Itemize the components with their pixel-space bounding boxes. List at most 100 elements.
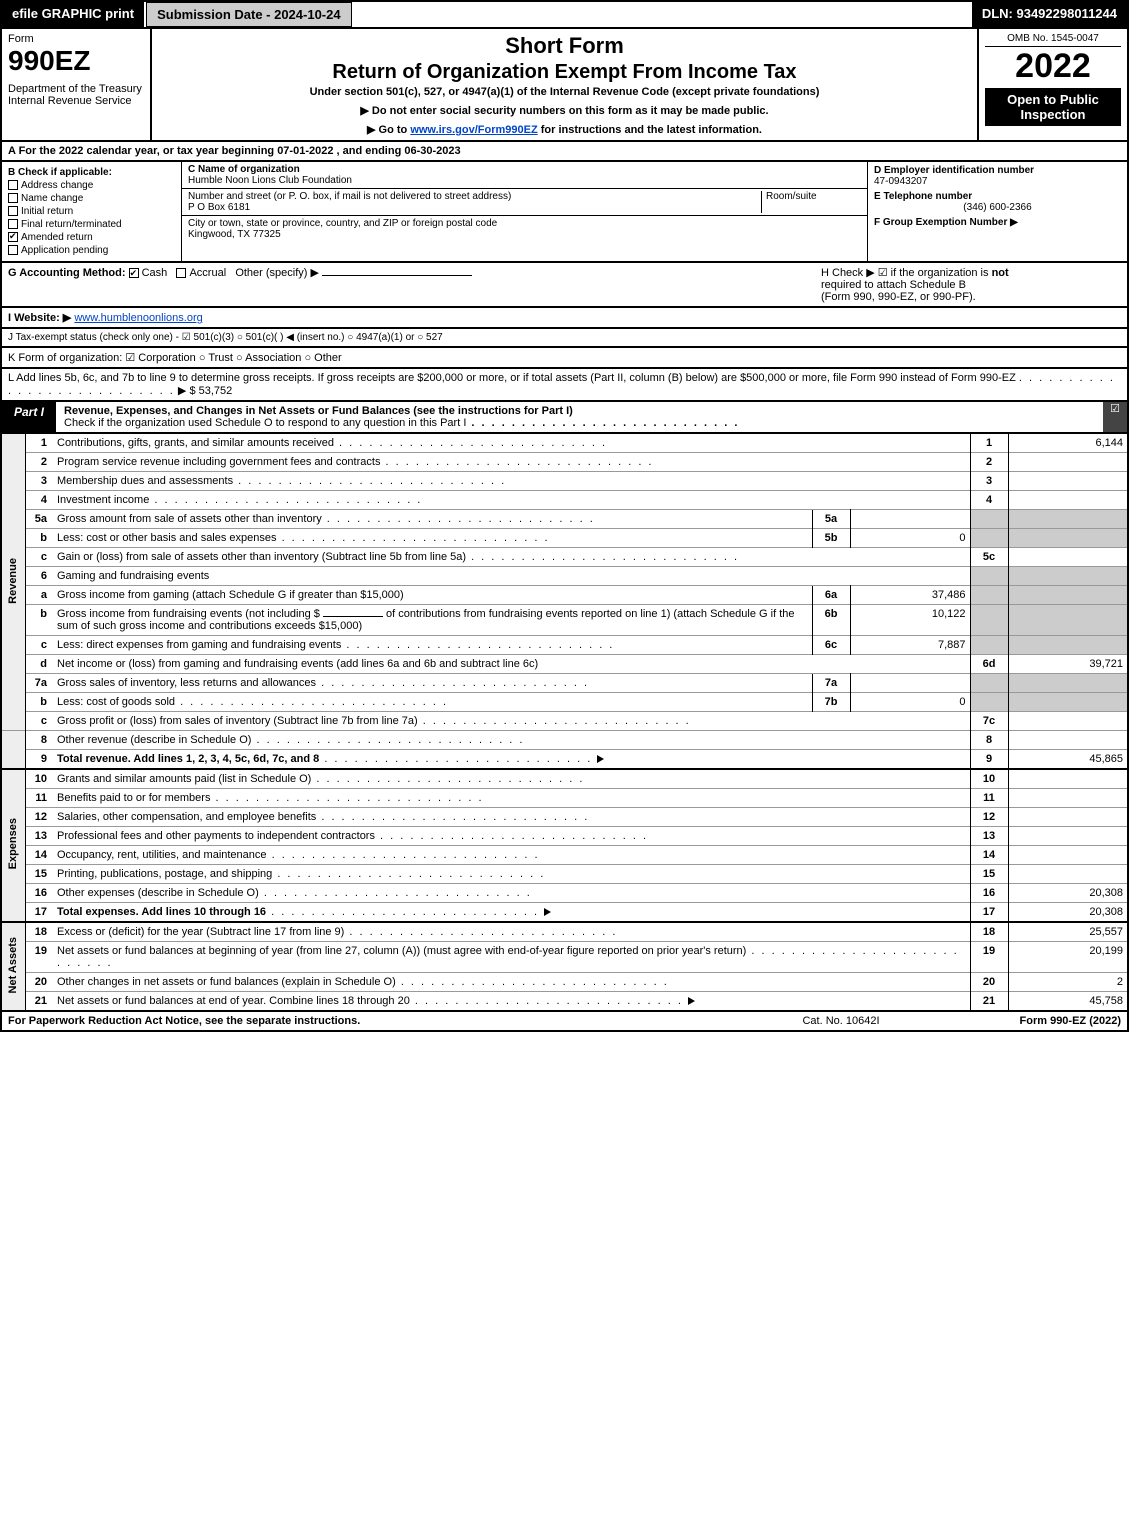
line-6b-num: b <box>25 605 53 636</box>
line-5b-mn: 5b <box>812 529 850 548</box>
expenses-side-label: Expenses <box>1 770 25 922</box>
arrow-icon <box>544 908 551 916</box>
line-19-num: 19 <box>25 942 53 973</box>
note-ssn: ▶ Do not enter social security numbers o… <box>158 104 971 117</box>
j-text: J Tax-exempt status (check only one) - ☑… <box>8 332 1121 343</box>
line-13-val <box>1008 827 1128 846</box>
address-change-checkbox[interactable] <box>8 180 18 190</box>
line-15-rn: 15 <box>970 865 1008 884</box>
street-value: P O Box 6181 <box>188 202 250 213</box>
row-g-h: G Accounting Method: Cash Accrual Other … <box>0 263 1129 308</box>
line-6-rv <box>1008 567 1128 586</box>
line-4-rn: 4 <box>970 491 1008 510</box>
section-h: H Check ▶ ☑ if the organization is not r… <box>821 266 1121 303</box>
footer-right: Form 990-EZ (2022) <box>941 1015 1121 1027</box>
line-5c-desc: Gain or (loss) from sale of assets other… <box>57 551 466 563</box>
line-14-rn: 14 <box>970 846 1008 865</box>
line-20-val: 2 <box>1008 973 1128 992</box>
accrual-checkbox[interactable] <box>176 268 186 278</box>
line-5b-rv <box>1008 529 1128 548</box>
line-7a-mn: 7a <box>812 674 850 693</box>
line-6a-desc: Gross income from gaming (attach Schedul… <box>57 589 404 601</box>
line-20-num: 20 <box>25 973 53 992</box>
line-6c-rv <box>1008 636 1128 655</box>
line-5a-desc: Gross amount from sale of assets other t… <box>57 513 322 525</box>
final-return-checkbox[interactable] <box>8 219 18 229</box>
line-8-num: 8 <box>25 731 53 750</box>
short-form-title: Short Form <box>158 33 971 59</box>
net-assets-table: Net Assets 18 Excess or (deficit) for th… <box>0 923 1129 1012</box>
line-6d-num: d <box>25 655 53 674</box>
open-inspection: Open to Public Inspection <box>985 88 1121 126</box>
header-center: Short Form Return of Organization Exempt… <box>152 29 977 140</box>
line-17-desc: Total expenses. Add lines 10 through 16 <box>57 906 266 918</box>
section-b: B Check if applicable: Address change Na… <box>2 162 182 261</box>
line-6c-mn: 6c <box>812 636 850 655</box>
line-7b-rv <box>1008 693 1128 712</box>
line-1-num: 1 <box>25 434 53 453</box>
line-7b-mv: 0 <box>850 693 970 712</box>
topbar-spacer <box>352 2 972 27</box>
line-21-val: 45,758 <box>1008 992 1128 1012</box>
line-2-desc: Program service revenue including govern… <box>57 456 380 468</box>
city-label: City or town, state or province, country… <box>188 218 497 229</box>
line-3-rn: 3 <box>970 472 1008 491</box>
line-6c-mv: 7,887 <box>850 636 970 655</box>
initial-return-checkbox[interactable] <box>8 206 18 216</box>
subtitle: Under section 501(c), 527, or 4947(a)(1)… <box>158 86 971 98</box>
line-15-num: 15 <box>25 865 53 884</box>
line-18-rn: 18 <box>970 923 1008 942</box>
line-5a-num: 5a <box>25 510 53 529</box>
website-link[interactable]: www.humblenoonlions.org <box>74 312 202 324</box>
org-info-grid: B Check if applicable: Address change Na… <box>0 162 1129 263</box>
line-10-num: 10 <box>25 770 53 789</box>
tel-value: (346) 600-2366 <box>874 202 1121 213</box>
cash-checkbox[interactable] <box>129 268 139 278</box>
line-17-val: 20,308 <box>1008 903 1128 923</box>
h-text2: required to attach Schedule B <box>821 279 966 291</box>
ein-label: D Employer identification number <box>874 165 1121 176</box>
line-6a-rv <box>1008 586 1128 605</box>
irs-label: Internal Revenue Service <box>8 95 144 107</box>
line-6-desc: Gaming and fundraising events <box>57 570 209 582</box>
h-text3: (Form 990, 990-EZ, or 990-PF). <box>821 291 976 303</box>
line-19-val: 20,199 <box>1008 942 1128 973</box>
net-assets-side-label: Net Assets <box>1 923 25 1011</box>
line-6b-rn <box>970 605 1008 636</box>
application-pending-checkbox[interactable] <box>8 245 18 255</box>
line-7b-desc: Less: cost of goods sold <box>57 696 175 708</box>
line-12-val <box>1008 808 1128 827</box>
line-4-desc: Investment income <box>57 494 149 506</box>
line-7c-rn: 7c <box>970 712 1008 731</box>
part-1-check: ☑ <box>1103 402 1127 432</box>
line-5c-rn: 5c <box>970 548 1008 567</box>
line-6b-desc1: Gross income from fundraising events (no… <box>57 608 320 620</box>
line-11-rn: 11 <box>970 789 1008 808</box>
amended-return-checkbox[interactable] <box>8 232 18 242</box>
arrow-icon <box>597 755 604 763</box>
name-change-checkbox[interactable] <box>8 193 18 203</box>
line-16-val: 20,308 <box>1008 884 1128 903</box>
line-6c-rn <box>970 636 1008 655</box>
tax-year: 2022 <box>985 47 1121 86</box>
form-header: Form 990EZ Department of the Treasury In… <box>0 29 1129 142</box>
line-5b-desc: Less: cost or other basis and sales expe… <box>57 532 277 544</box>
arrow-icon <box>688 997 695 1005</box>
dln-label: DLN: 93492298011244 <box>972 2 1127 27</box>
h-not: not <box>992 267 1009 279</box>
omb-number: OMB No. 1545-0047 <box>985 33 1121 47</box>
revenue-table: Revenue 1 Contributions, gifts, grants, … <box>0 434 1129 770</box>
line-13-rn: 13 <box>970 827 1008 846</box>
line-14-num: 14 <box>25 846 53 865</box>
line-9-num: 9 <box>25 750 53 770</box>
efile-print-button[interactable]: efile GRAPHIC print <box>2 2 146 27</box>
line-8-rn: 8 <box>970 731 1008 750</box>
line-7a-num: 7a <box>25 674 53 693</box>
line-7a-rv <box>1008 674 1128 693</box>
irs-link[interactable]: www.irs.gov/Form990EZ <box>410 124 537 136</box>
line-1-desc: Contributions, gifts, grants, and simila… <box>57 437 334 449</box>
i-label: I Website: ▶ <box>8 312 71 324</box>
b-item-1: Name change <box>21 193 83 204</box>
revenue-side-label: Revenue <box>1 434 25 731</box>
line-6d-val: 39,721 <box>1008 655 1128 674</box>
